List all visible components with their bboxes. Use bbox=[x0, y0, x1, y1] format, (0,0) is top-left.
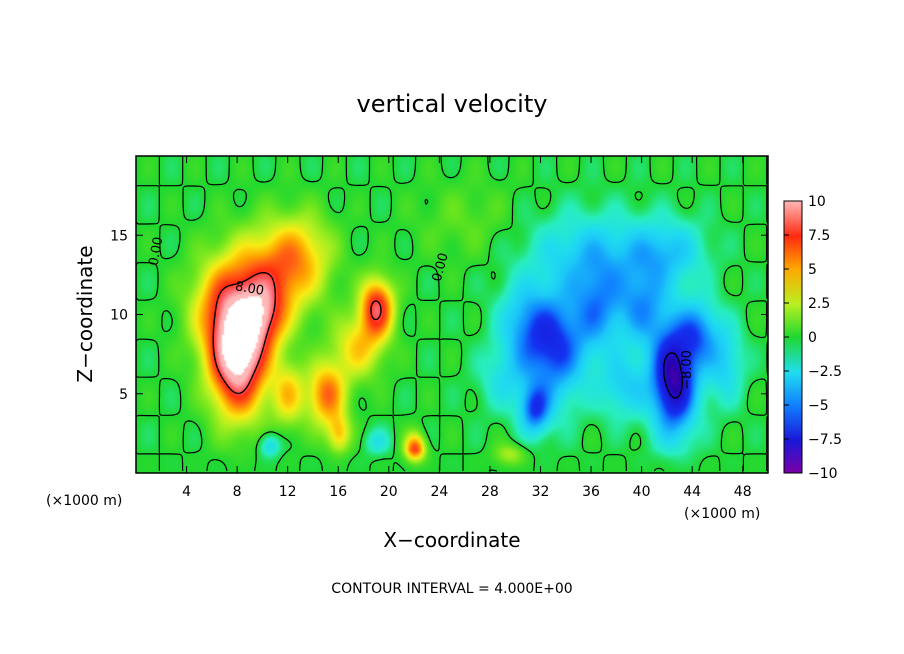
x-tick-label: 48 bbox=[734, 484, 752, 500]
x-tick-label: 40 bbox=[633, 484, 651, 500]
x-tick-label: 4 bbox=[182, 484, 191, 500]
contour-line bbox=[663, 352, 683, 399]
x-tick-label: 28 bbox=[481, 484, 499, 500]
y-tick-label: 15 bbox=[110, 228, 128, 244]
velocity-field bbox=[136, 156, 768, 473]
x-axis-label: X−coordinate bbox=[383, 528, 520, 552]
x-tick-label: 20 bbox=[380, 484, 398, 500]
contour-label: 8.00 bbox=[234, 279, 265, 299]
contour-interval-footer: CONTOUR INTERVAL = 4.000E+00 bbox=[331, 581, 572, 597]
colorbar-tick-label: 10 bbox=[808, 194, 826, 210]
x-tick-label: 44 bbox=[683, 484, 701, 500]
contour-labels: 0.00 8.00 0.00 −8.00 bbox=[147, 236, 695, 390]
contour-label: 0.00 bbox=[430, 251, 452, 283]
y-tick-label: 10 bbox=[110, 308, 128, 324]
chart-title: vertical velocity bbox=[357, 90, 548, 118]
colorbar-tick-label: −2.5 bbox=[808, 364, 842, 380]
x-tick-label: 32 bbox=[532, 484, 550, 500]
y-tick-label: 5 bbox=[119, 387, 128, 403]
contour-label: −8.00 bbox=[680, 350, 695, 390]
x-tick-label: 12 bbox=[279, 484, 297, 500]
colorbar-tick-label: −5 bbox=[808, 398, 829, 414]
colorbar-tick-label: −10 bbox=[808, 466, 838, 482]
x-tick-label: 8 bbox=[233, 484, 242, 500]
x-unit-note-right: (×1000 m) bbox=[684, 506, 760, 522]
x-unit-note-left: (×1000 m) bbox=[46, 493, 122, 509]
x-tick-label: 24 bbox=[430, 484, 448, 500]
colorbar-ticks: 10 7.5 5 2.5 0 −2.5 −5 −7.5 −10 bbox=[784, 194, 842, 482]
contour-line bbox=[212, 272, 382, 395]
x-axis-ticks: 4 8 12 16 20 24 28 32 36 40 44 48 bbox=[182, 156, 752, 500]
y-axis-ticks: 5 10 15 bbox=[110, 228, 768, 403]
y-axis-label: Z−coordinate bbox=[73, 245, 97, 382]
contour-label: 0.00 bbox=[147, 236, 167, 267]
plot-area: 0.00 8.00 0.00 −8.00 bbox=[135, 155, 769, 474]
x-tick-label: 36 bbox=[582, 484, 600, 500]
colorbar-tick-label: 0 bbox=[808, 330, 817, 346]
colorbar-tick-label: 7.5 bbox=[808, 228, 830, 244]
colorbar-tick-label: 5 bbox=[808, 262, 817, 278]
colorbar-tick-label: 2.5 bbox=[808, 296, 830, 312]
colorbar: 10 7.5 5 2.5 0 −2.5 −5 −7.5 −10 bbox=[783, 194, 842, 482]
colorbar-tick-label: −7.5 bbox=[808, 432, 842, 448]
x-tick-label: 16 bbox=[329, 484, 347, 500]
